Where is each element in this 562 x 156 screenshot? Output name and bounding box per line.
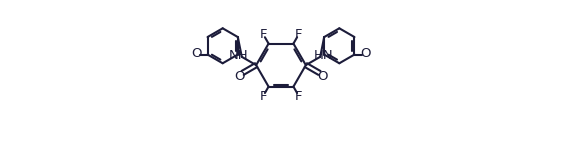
Text: O: O — [192, 47, 202, 61]
Text: O: O — [318, 70, 328, 83]
Text: F: F — [259, 90, 267, 103]
Text: F: F — [295, 27, 303, 41]
Text: F: F — [295, 90, 303, 103]
Text: O: O — [234, 70, 244, 83]
Text: F: F — [259, 27, 267, 41]
Text: NH: NH — [228, 49, 248, 62]
Text: O: O — [360, 47, 370, 61]
Text: HN: HN — [314, 49, 334, 62]
